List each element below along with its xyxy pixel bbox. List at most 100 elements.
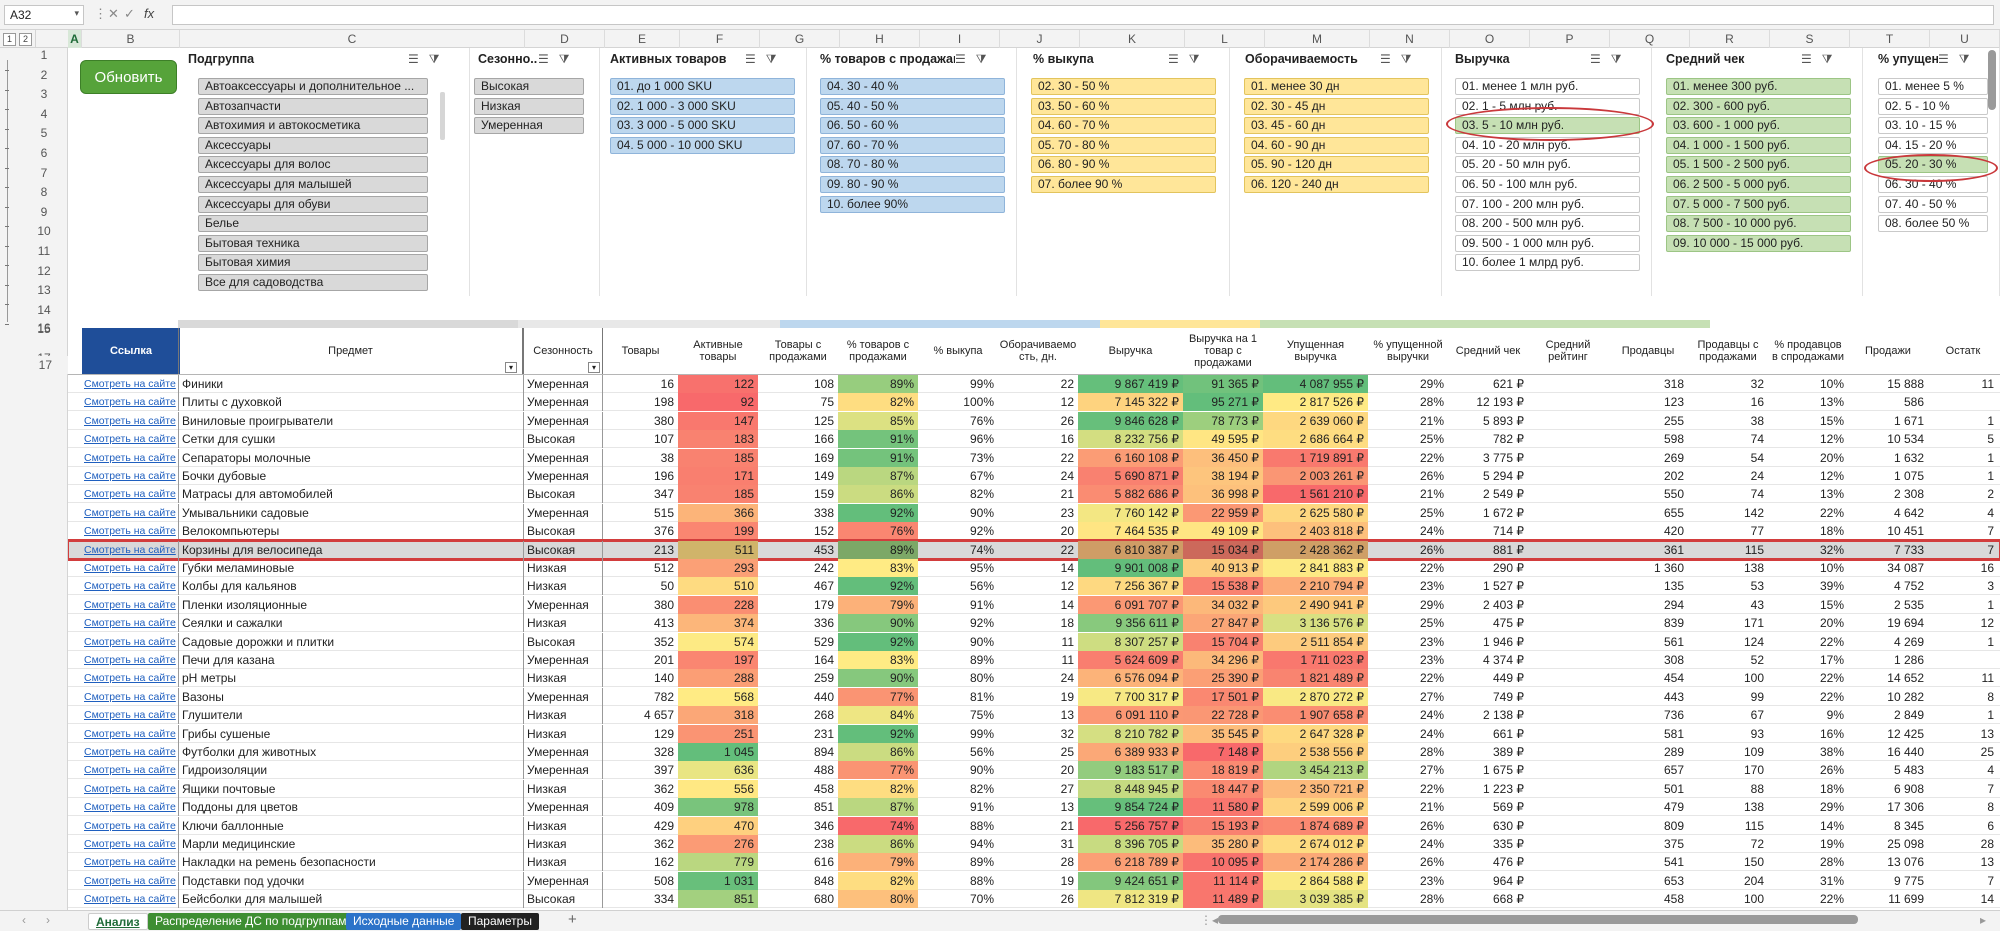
row-number-9[interactable]: 9 [40, 204, 48, 219]
column-header-u[interactable]: U [1930, 30, 2000, 48]
slicer-item[interactable]: 09. 10 000 - 15 000 руб. [1666, 234, 1851, 252]
tab-source-data[interactable]: Исходные данные [346, 913, 462, 930]
slicer-item[interactable]: 09. 80 - 90 % [820, 176, 1005, 193]
row-number-2[interactable]: 2 [40, 67, 48, 82]
view-on-site-link[interactable]: Смотреть на сайте [84, 819, 176, 832]
slicer-multiselect-filter-icons[interactable]: ☰⧩ [955, 52, 997, 66]
view-on-site-link[interactable]: Смотреть на сайте [84, 414, 176, 427]
view-on-site-link[interactable]: Смотреть на сайте [84, 801, 176, 814]
scroll-right-icon[interactable]: ▸ [1980, 913, 1987, 927]
row-number-10[interactable]: 10 [37, 224, 51, 239]
slicer-item[interactable]: 04. 30 - 40 % [820, 78, 1005, 95]
view-on-site-link[interactable]: Смотреть на сайте [84, 580, 176, 593]
slicer-item[interactable]: 05. 90 - 120 дн [1244, 156, 1429, 174]
slicer-item[interactable]: 01. менее 30 дн [1244, 78, 1429, 95]
row-number-5[interactable]: 5 [40, 126, 48, 141]
row-number-16[interactable]: 16 [37, 321, 51, 335]
next-sheet-icon[interactable]: › [46, 913, 50, 927]
slicer-item[interactable]: 02. 300 - 600 руб. [1666, 97, 1851, 115]
slicer-item[interactable]: 01. менее 300 руб. [1666, 78, 1851, 95]
row-number-3[interactable]: 3 [40, 87, 48, 102]
slicer-item[interactable]: 08. 7 500 - 10 000 руб. [1666, 215, 1851, 233]
season-filter-icon[interactable]: ▾ [588, 362, 600, 373]
view-on-site-link[interactable]: Смотреть на сайте [84, 746, 176, 758]
slicer-multiselect-filter-icons[interactable]: ☰⧩ [1168, 52, 1210, 66]
view-on-site-link[interactable]: Смотреть на сайте [84, 874, 176, 887]
slicer-item[interactable]: 01. до 1 000 SKU [610, 78, 795, 95]
slicer-item[interactable]: Аксессуары для малышей [198, 176, 428, 193]
slicer-scrollbar[interactable] [440, 92, 445, 140]
column-header-r[interactable]: R [1690, 30, 1770, 48]
row-number-14[interactable]: 14 [37, 302, 51, 317]
prev-sheet-icon[interactable]: ‹ [22, 913, 26, 927]
slicer-item[interactable]: 03. 10 - 15 % [1878, 117, 1988, 135]
slicer-item[interactable]: 03. 50 - 60 % [1031, 97, 1216, 115]
view-on-site-link[interactable]: Смотреть на сайте [84, 690, 176, 703]
slicer-item[interactable]: Умеренная [474, 117, 584, 135]
row-number-12[interactable]: 12 [37, 263, 51, 278]
slicer-item[interactable]: 06. 120 - 240 дн [1244, 176, 1429, 193]
slicer-item[interactable]: Бытовая техника [198, 234, 428, 252]
slicer-item[interactable]: 08. 70 - 80 % [820, 156, 1005, 174]
view-on-site-link[interactable]: Смотреть на сайте [84, 672, 176, 685]
view-on-site-link[interactable]: Смотреть на сайте [84, 488, 176, 501]
row-number-17[interactable]: 17 [0, 356, 68, 374]
view-on-site-link[interactable]: Смотреть на сайте [84, 617, 176, 630]
slicer-item[interactable]: 03. 45 - 60 дн [1244, 117, 1429, 135]
outline-level-1-button[interactable]: 1 [3, 33, 16, 46]
column-header-m[interactable]: M [1265, 30, 1370, 48]
horizontal-scrollbar[interactable] [1218, 915, 1858, 924]
outline-level-2-button[interactable]: 2 [19, 33, 32, 46]
function-icon[interactable]: fx [144, 6, 155, 21]
view-on-site-link[interactable]: Смотреть на сайте [84, 451, 176, 464]
cancel-icon[interactable]: ✕ [108, 6, 119, 21]
slicer-multiselect-filter-icons[interactable]: ☰⧩ [408, 52, 450, 66]
slicer-item[interactable]: 10. более 90% [820, 195, 1005, 213]
row-number-4[interactable]: 4 [40, 106, 48, 121]
slicer-item[interactable]: 02. 1 000 - 3 000 SKU [610, 97, 795, 115]
slicer-item[interactable]: 04. 15 - 20 % [1878, 136, 1988, 154]
slicer-item[interactable]: 06. 50 - 100 млн руб. [1455, 176, 1640, 193]
add-sheet-button[interactable]: + [568, 911, 577, 928]
row-number-6[interactable]: 6 [40, 146, 48, 160]
slicer-multiselect-filter-icons[interactable]: ☰⧩ [1938, 52, 1980, 66]
tab-parameters[interactable]: Параметры [461, 913, 539, 930]
view-on-site-link[interactable]: Смотреть на сайте [84, 838, 176, 850]
slicer-multiselect-filter-icons[interactable]: ☰⧩ [745, 52, 787, 66]
view-on-site-link[interactable]: Смотреть на сайте [84, 893, 176, 906]
slicer-item[interactable]: 10. более 1 млрд руб. [1455, 254, 1640, 272]
column-header-o[interactable]: O [1450, 30, 1530, 48]
view-on-site-link[interactable]: Смотреть на сайте [84, 764, 176, 777]
slicer-item[interactable]: 06. 2 500 - 5 000 руб. [1666, 176, 1851, 193]
slicer-item[interactable]: Аксессуары [198, 136, 428, 154]
column-header-j[interactable]: J [1000, 30, 1080, 48]
column-header-cell[interactable]: Сезонность [523, 328, 603, 374]
slicer-item[interactable]: 09. 500 - 1 000 млн руб. [1455, 234, 1640, 252]
slicer-item[interactable]: 02. 30 - 50 % [1031, 78, 1216, 95]
view-on-site-link[interactable]: Смотреть на сайте [84, 562, 176, 574]
view-on-site-link[interactable]: Смотреть на сайте [84, 635, 176, 648]
column-header-f[interactable]: F [680, 30, 760, 48]
slicer-item[interactable]: Аксессуары для волос [198, 156, 428, 174]
filter-dropdown-icon[interactable]: ▾ [505, 362, 517, 373]
name-box-dropdown-icon[interactable]: ▾ [74, 8, 79, 18]
view-on-site-link[interactable]: Смотреть на сайте [84, 598, 176, 611]
slicer-item[interactable]: 06. 50 - 60 % [820, 117, 1005, 135]
slicer-item[interactable]: 02. 5 - 10 % [1878, 97, 1988, 115]
slicer-item[interactable]: Аксессуары для обуви [198, 195, 428, 213]
slicer-multiselect-filter-icons[interactable]: ☰⧩ [1590, 52, 1632, 66]
scroll-left-icon[interactable]: ◂ [1212, 913, 1219, 927]
column-header-n[interactable]: N [1370, 30, 1450, 48]
slicer-item[interactable]: Автозапчасти [198, 97, 428, 115]
column-header-p[interactable]: P [1530, 30, 1610, 48]
more-options-icon[interactable]: ⋮ [94, 6, 107, 21]
slicer-item[interactable]: 07. более 90 % [1031, 176, 1216, 193]
slicer-item[interactable]: 03. 600 - 1 000 руб. [1666, 117, 1851, 135]
column-header-i[interactable]: I [920, 30, 1000, 48]
column-header-cell[interactable]: Ссылка [82, 328, 180, 374]
row-number-1[interactable]: 1 [40, 48, 48, 62]
column-header-t[interactable]: T [1850, 30, 1930, 48]
tab-distribution[interactable]: Распределение ДС по подгруппам [148, 913, 354, 930]
row-number-8[interactable]: 8 [40, 185, 48, 200]
column-header-a[interactable]: A [68, 30, 82, 48]
